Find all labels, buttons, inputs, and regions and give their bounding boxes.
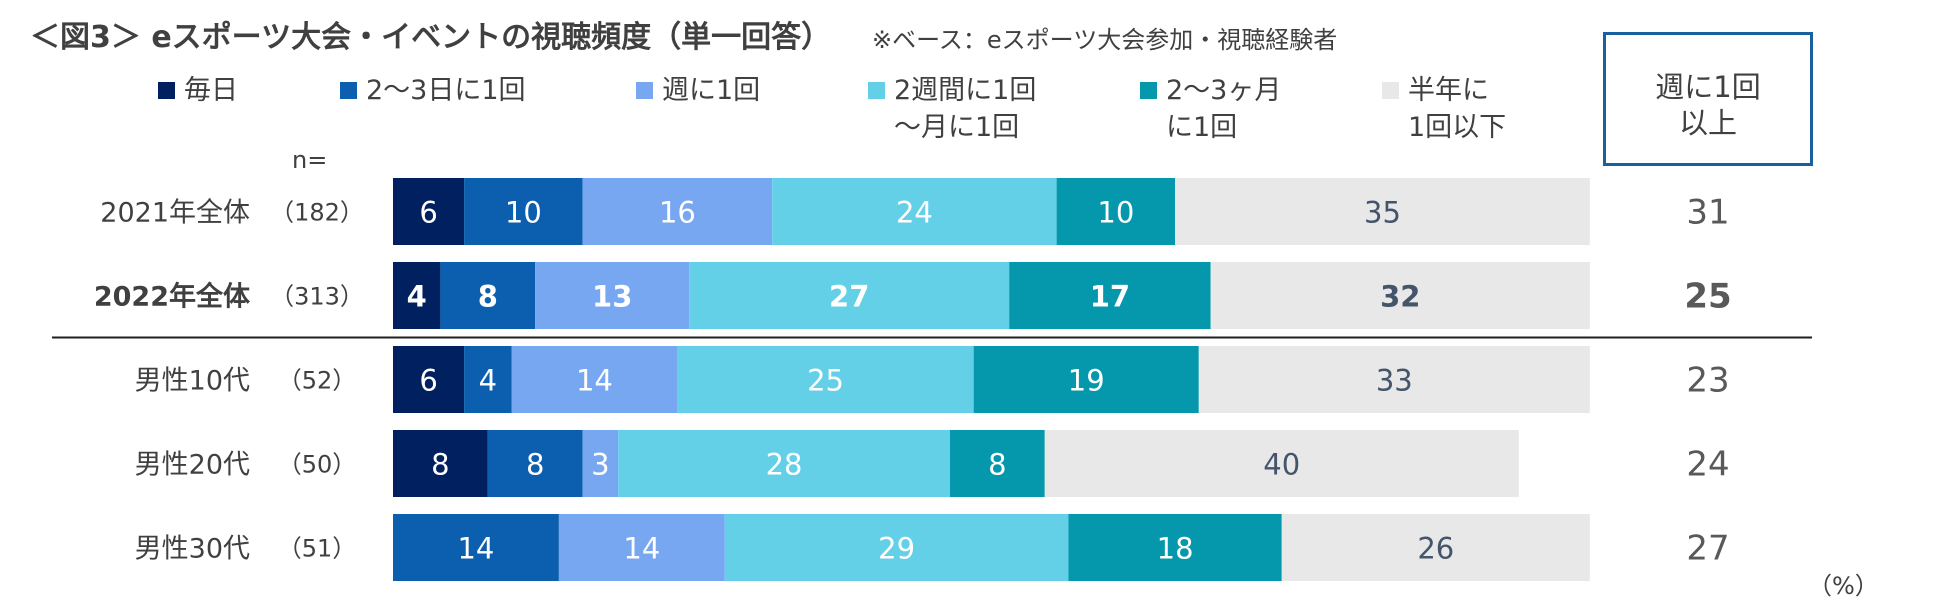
- n-count-label: （313）: [270, 283, 364, 311]
- data-label: 14: [623, 532, 660, 566]
- bar-segment: [393, 262, 441, 329]
- bar-segment: [1056, 178, 1176, 245]
- bar-segment: [393, 178, 465, 245]
- legend-swatch: [158, 82, 175, 99]
- data-label: 32: [1380, 280, 1420, 314]
- weekly-or-more-header: 週に1回 以上: [1603, 32, 1813, 166]
- n-header: n=: [292, 146, 328, 174]
- n-count-label: （52）: [278, 367, 357, 395]
- data-label: 17: [1090, 280, 1130, 314]
- data-label: 28: [766, 448, 803, 482]
- legend-swatch: [340, 82, 357, 99]
- data-label: 14: [576, 364, 613, 398]
- bar-segment: [393, 514, 559, 581]
- bar-segment: [973, 346, 1199, 413]
- legend-label-line2: ～月に1回: [894, 112, 1020, 143]
- data-label: 16: [659, 196, 696, 230]
- bar-segment: [393, 430, 488, 497]
- unit-label: （%）: [1808, 572, 1879, 600]
- weekly-header-line2: 以上: [1678, 106, 1737, 140]
- bar-segment: [724, 514, 1069, 581]
- category-label: 2021年全体: [100, 198, 250, 229]
- data-label: 4: [407, 280, 427, 314]
- bar-segment: [511, 346, 678, 413]
- data-label: 8: [431, 448, 449, 482]
- bar-segment: [677, 346, 974, 413]
- bar-segment: [558, 514, 725, 581]
- weekly-header-line1: 週に1回: [1655, 70, 1761, 104]
- legend-label: 毎日: [184, 75, 238, 106]
- data-label: 29: [878, 532, 915, 566]
- data-label: 13: [592, 280, 632, 314]
- data-label: 24: [896, 196, 933, 230]
- data-label: 35: [1364, 196, 1401, 230]
- bar-segment: [1009, 262, 1211, 329]
- bar-segment: [1281, 514, 1590, 581]
- legend-swatch: [868, 82, 885, 99]
- data-label: 14: [457, 532, 494, 566]
- data-label: 8: [526, 448, 544, 482]
- bar-segment: [582, 430, 619, 497]
- category-label: 男性30代: [135, 534, 250, 565]
- data-label: 25: [807, 364, 844, 398]
- n-count-label: （50）: [278, 451, 357, 479]
- category-label: 男性20代: [135, 450, 250, 481]
- bar-segment: [582, 178, 773, 245]
- data-label: 10: [505, 196, 542, 230]
- bar-segment: [464, 178, 583, 245]
- data-label: 18: [1157, 532, 1194, 566]
- bar-segment: [689, 262, 1010, 329]
- weekly-or-more-value: 24: [1686, 445, 1729, 485]
- bar-segment: [1044, 430, 1519, 497]
- data-label: 27: [829, 280, 869, 314]
- chart-subtitle: ※ベース：eスポーツ大会参加・視聴経験者: [872, 26, 1338, 54]
- data-label: 26: [1417, 532, 1454, 566]
- data-label: 6: [419, 196, 437, 230]
- legend-label-line2: に1回: [1166, 112, 1238, 143]
- legend-swatch: [636, 82, 653, 99]
- weekly-or-more-value: 25: [1684, 277, 1731, 317]
- bar-segment: [1210, 262, 1590, 329]
- bar-segment: [535, 262, 690, 329]
- chart-title: ＜図3＞ eスポーツ大会・イベントの視聴頻度（単一回答）: [30, 20, 832, 55]
- bar-segment: [487, 430, 583, 497]
- weekly-or-more-value: 23: [1686, 361, 1729, 401]
- bar-segment: [1068, 514, 1282, 581]
- bar-segment: [618, 430, 950, 497]
- data-label: 10: [1097, 196, 1134, 230]
- legend-label: 2～3ヶ月: [1166, 75, 1282, 106]
- data-label: 4: [479, 364, 497, 398]
- data-label: 19: [1068, 364, 1105, 398]
- data-label: 33: [1376, 364, 1413, 398]
- bar-segment: [772, 178, 1057, 245]
- bar-segment: [1175, 178, 1590, 245]
- data-label: 40: [1263, 448, 1300, 482]
- n-count-label: （51）: [278, 535, 357, 563]
- legend-label: 週に1回: [662, 75, 761, 106]
- data-label: 3: [591, 448, 609, 482]
- data-label: 8: [988, 448, 1006, 482]
- bar-segment: [440, 262, 536, 329]
- category-label: 2022年全体: [94, 281, 251, 313]
- legend-swatch: [1140, 82, 1157, 99]
- bar-segment: [1198, 346, 1590, 413]
- n-count-label: （182）: [270, 199, 364, 227]
- category-label: 男性10代: [135, 366, 250, 397]
- legend-label: 2週間に1回: [894, 75, 1037, 106]
- bar-segment: [949, 430, 1045, 497]
- legend-label-line2: 1回以下: [1408, 112, 1507, 143]
- bar-segment: [464, 346, 512, 413]
- legend-swatch: [1382, 82, 1399, 99]
- legend-label: 半年に: [1408, 75, 1489, 106]
- weekly-or-more-value: 27: [1686, 529, 1729, 569]
- weekly-or-more-value: 31: [1686, 193, 1729, 233]
- legend-label: 2～3日に1回: [366, 75, 526, 106]
- bar-segment: [393, 346, 465, 413]
- data-label: 8: [478, 280, 498, 314]
- data-label: 6: [419, 364, 437, 398]
